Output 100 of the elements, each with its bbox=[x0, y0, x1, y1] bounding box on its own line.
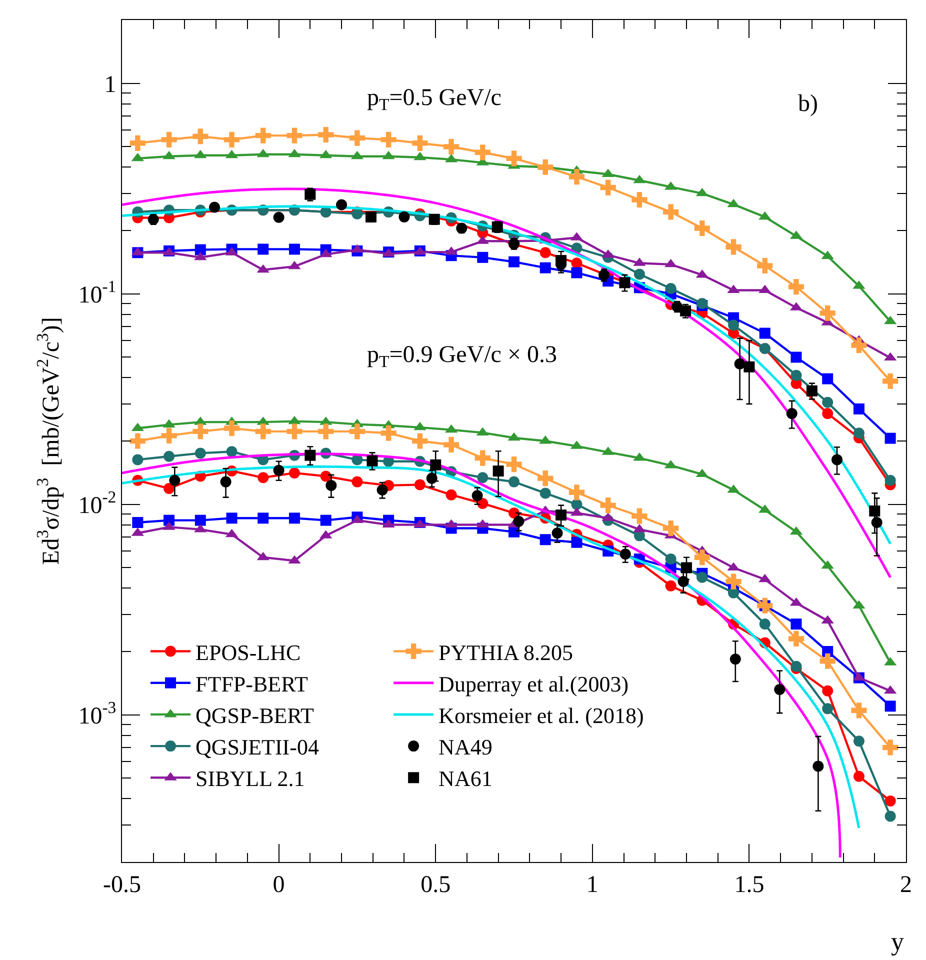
point bbox=[568, 484, 585, 500]
point bbox=[349, 130, 365, 146]
point bbox=[790, 352, 802, 363]
point bbox=[726, 239, 742, 255]
annotation: p$_{T}$=0.9 GeV/c × 0.3 bbox=[367, 342, 557, 372]
point bbox=[326, 480, 337, 491]
point bbox=[336, 199, 348, 210]
point bbox=[788, 630, 804, 647]
point bbox=[822, 396, 834, 408]
point bbox=[288, 244, 300, 255]
point bbox=[851, 337, 867, 354]
point bbox=[304, 450, 316, 461]
point bbox=[820, 653, 836, 669]
legend-label: Duperray et al.(2003) bbox=[438, 671, 629, 696]
point bbox=[696, 298, 708, 309]
point bbox=[540, 262, 551, 274]
point bbox=[790, 660, 802, 672]
point bbox=[556, 255, 567, 266]
point bbox=[412, 433, 428, 449]
point bbox=[412, 135, 428, 151]
point bbox=[620, 548, 631, 560]
point bbox=[161, 132, 177, 148]
point bbox=[822, 703, 834, 714]
x-axis-title: y bbox=[891, 927, 904, 956]
point bbox=[571, 267, 582, 278]
point bbox=[258, 472, 269, 484]
x-tick-label: -0.5 bbox=[103, 872, 141, 898]
point bbox=[556, 510, 567, 521]
point bbox=[851, 702, 867, 718]
point bbox=[757, 258, 773, 274]
point bbox=[194, 244, 206, 256]
point bbox=[430, 459, 442, 470]
point bbox=[477, 472, 488, 484]
point bbox=[806, 385, 818, 396]
point bbox=[286, 128, 302, 144]
y-tick-label: 10$^{-1}$ bbox=[78, 277, 116, 308]
y-tick-label: 1 bbox=[104, 72, 116, 98]
point bbox=[194, 448, 206, 459]
point bbox=[366, 455, 378, 466]
point bbox=[209, 202, 220, 213]
x-tick-label: 0 bbox=[272, 872, 285, 898]
x-tick-label: 2 bbox=[900, 872, 912, 898]
point bbox=[726, 574, 742, 590]
annotation: b) bbox=[798, 91, 818, 117]
point bbox=[820, 305, 836, 321]
point bbox=[571, 498, 582, 510]
point bbox=[869, 506, 880, 516]
point bbox=[192, 424, 208, 440]
point bbox=[884, 700, 896, 712]
point bbox=[164, 450, 175, 462]
point bbox=[226, 512, 238, 524]
point bbox=[571, 536, 582, 548]
y-tick-label: 10$^{-2}$ bbox=[78, 488, 116, 519]
point bbox=[474, 144, 490, 160]
point bbox=[853, 428, 864, 439]
point bbox=[790, 370, 802, 381]
point bbox=[320, 470, 332, 482]
legend-label: PYTHIA 8.205 bbox=[438, 640, 574, 665]
point bbox=[832, 454, 843, 466]
point bbox=[822, 373, 834, 384]
point bbox=[853, 403, 864, 414]
x-tick-label: 0.5 bbox=[420, 872, 451, 898]
point bbox=[540, 247, 551, 258]
point bbox=[255, 128, 271, 144]
point bbox=[665, 554, 676, 565]
point bbox=[224, 420, 240, 436]
point bbox=[884, 432, 896, 444]
point bbox=[663, 520, 679, 536]
point bbox=[513, 516, 524, 527]
point bbox=[164, 482, 175, 494]
point bbox=[380, 425, 396, 441]
point bbox=[853, 736, 864, 747]
point bbox=[728, 587, 740, 598]
legend-label: NA61 bbox=[438, 766, 492, 792]
point bbox=[255, 424, 271, 440]
point bbox=[132, 517, 144, 528]
point bbox=[288, 512, 300, 524]
point bbox=[192, 128, 208, 144]
point bbox=[552, 528, 563, 539]
point bbox=[538, 470, 554, 486]
x-tick-label: 1.5 bbox=[734, 872, 764, 898]
point bbox=[882, 740, 898, 756]
point bbox=[130, 135, 146, 151]
point bbox=[132, 454, 144, 466]
point bbox=[600, 497, 616, 514]
point bbox=[273, 464, 284, 476]
point bbox=[258, 244, 269, 255]
point bbox=[224, 132, 240, 148]
point bbox=[443, 138, 460, 155]
point bbox=[665, 283, 676, 294]
point bbox=[446, 489, 457, 500]
point bbox=[694, 220, 710, 236]
point bbox=[130, 433, 146, 449]
legend-label: Korsmeier et al. (2018) bbox=[438, 703, 644, 728]
point bbox=[472, 490, 483, 502]
legend-label: EPOS-LHC bbox=[196, 640, 301, 665]
point bbox=[759, 618, 770, 630]
point bbox=[619, 277, 630, 288]
point bbox=[696, 572, 708, 583]
point bbox=[477, 252, 488, 263]
